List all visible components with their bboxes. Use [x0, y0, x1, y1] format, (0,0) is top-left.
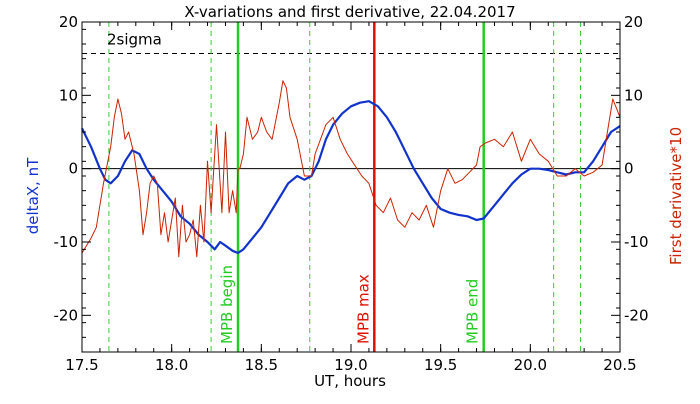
y-axis-label-left: deltaX, nT [24, 157, 42, 234]
chart-title: X-variations and first derivative, 22.04… [184, 3, 515, 21]
x-tick-label: 19.0 [334, 356, 367, 374]
vline-label-4: MPB max [354, 274, 372, 344]
vline-label-5: MPB end [464, 279, 482, 344]
x-tick-label: 18.0 [155, 356, 188, 374]
y-axis-label-right: First derivative*10 [667, 127, 685, 265]
y-tick-label-right: 20 [624, 13, 643, 31]
y-tick-label-right: -10 [624, 233, 649, 251]
x-tick-label: 17.5 [65, 356, 98, 374]
y-tick-label-right: 0 [624, 160, 634, 178]
x-tick-label: 19.5 [424, 356, 457, 374]
vline-label-2: MPB begin [218, 265, 236, 344]
x-tick-label: 20.0 [514, 356, 547, 374]
y-tick-label-right: 10 [624, 86, 643, 104]
y-tick-label-left: 10 [59, 86, 78, 104]
series-deltax-line [81, 100, 621, 255]
sigma-label: 2sigma [107, 31, 162, 49]
y-tick-label-right: -20 [624, 306, 649, 324]
y-tick-label-left: -20 [54, 306, 79, 324]
x-tick-label: 20.5 [603, 356, 636, 374]
x-axis-label: UT, hours [314, 372, 386, 390]
y-tick-label-left: 0 [68, 160, 78, 178]
x-tick-label: 18.5 [245, 356, 278, 374]
series-derivative-line [81, 80, 621, 258]
y-tick-label-left: -10 [54, 233, 79, 251]
y-tick-label-left: 20 [59, 13, 78, 31]
